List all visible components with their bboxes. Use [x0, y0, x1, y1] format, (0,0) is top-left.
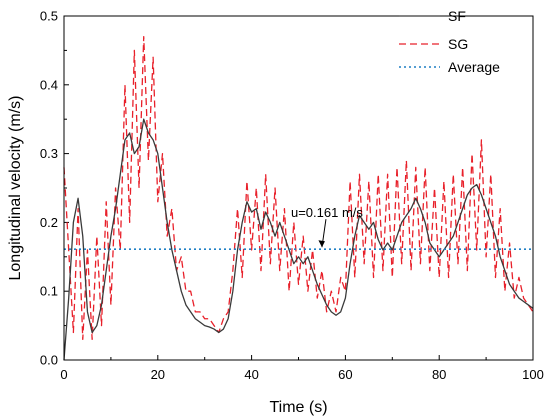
y-tick-label: 0.2	[40, 215, 58, 230]
y-tick-label: 0.4	[40, 77, 58, 92]
x-tick-label: 100	[522, 367, 544, 382]
x-tick-label: 60	[338, 367, 352, 382]
legend-label-sf: SF	[448, 8, 466, 24]
y-tick-label: 0.0	[40, 353, 58, 368]
axis-ticks: 0 20 40 60 80 100 0.0 0.1 0.2 0.3 0.4 0.5	[40, 9, 544, 383]
x-tick-label: 0	[60, 367, 67, 382]
series-line-sg	[63, 35, 534, 341]
y-tick-label: 0.1	[40, 284, 58, 299]
y-tick-label: 0.5	[40, 9, 58, 24]
legend-label-average: Average	[448, 59, 500, 75]
legend: SF SG Average	[399, 8, 500, 75]
x-tick-label: 80	[432, 367, 446, 382]
annotation-arrowhead	[318, 240, 325, 248]
y-tick-label: 0.3	[40, 146, 58, 161]
series-layer	[63, 35, 534, 361]
series-line-sf	[63, 118, 534, 361]
x-tick-label: 40	[244, 367, 258, 382]
y-axis-title: Longitudinal velocity (m/s)	[7, 96, 24, 281]
legend-label-sg: SG	[448, 36, 468, 52]
x-tick-label: 20	[151, 367, 165, 382]
plot-frame	[63, 15, 534, 361]
annotation: u=0.161 m/s	[291, 205, 363, 248]
annotation-label: u=0.161 m/s	[291, 205, 363, 220]
x-axis-title: Time (s)	[269, 399, 327, 416]
